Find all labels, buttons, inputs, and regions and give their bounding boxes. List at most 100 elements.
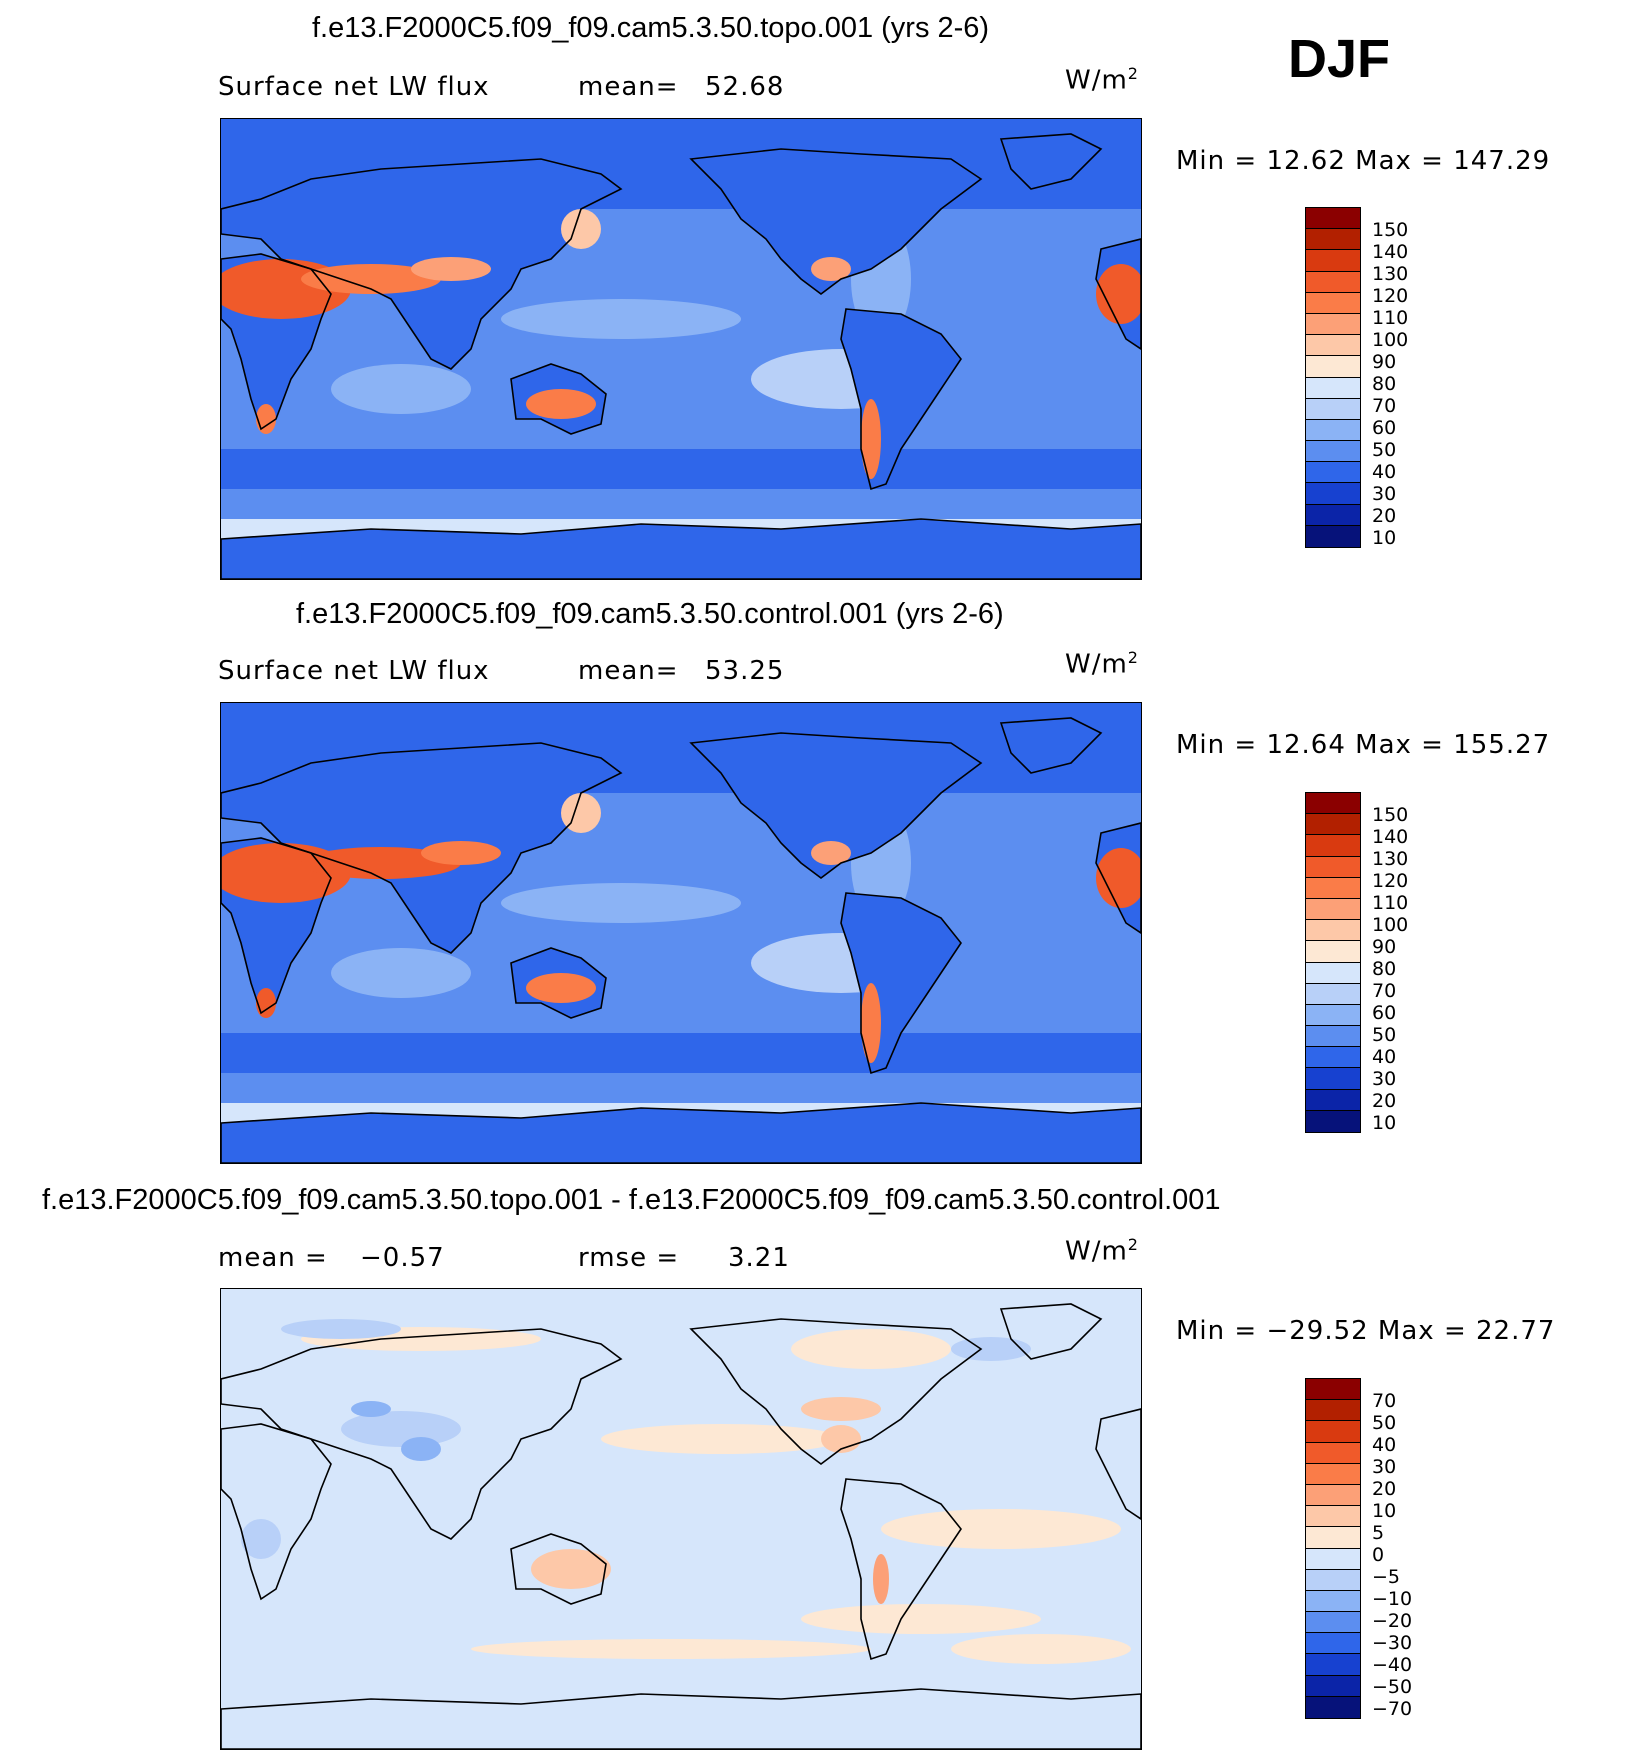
panel1-variable-label: Surface net LW flux xyxy=(218,72,490,102)
panel2-colorbar-box xyxy=(1306,877,1360,899)
panel1-colorbar-box xyxy=(1306,208,1360,230)
panel1-colorbar-box xyxy=(1306,483,1360,505)
panel2-level-label: 50 xyxy=(1372,1024,1397,1046)
panel2-range-text: Min = 12.64 Max = 155.27 xyxy=(1176,730,1551,760)
panel2-level-label: 10 xyxy=(1372,1112,1397,1134)
panel3-colorbar-box xyxy=(1306,1654,1360,1676)
panel1-level-label: 50 xyxy=(1372,439,1397,461)
panel3-title: f.e13.F2000C5.f09_f09.cam5.3.50.topo.001… xyxy=(42,1184,1221,1216)
panel1-map-svg xyxy=(221,119,1141,579)
panel3-level-label: −5 xyxy=(1372,1566,1401,1588)
panel1-colorbar-box xyxy=(1306,525,1360,547)
panel1-colorbar-box xyxy=(1306,229,1360,251)
panel2-colorbar-box xyxy=(1306,1068,1360,1090)
panel2-colorbar-box xyxy=(1306,920,1360,942)
panel2-level-label: 70 xyxy=(1372,980,1397,1002)
panel1-colorbar-box xyxy=(1306,271,1360,293)
panel3-level-label: −50 xyxy=(1372,1676,1413,1698)
panel3-colorbar-box xyxy=(1306,1569,1360,1591)
panel2-colorbar-box xyxy=(1306,793,1360,815)
panel3-colorbar-box xyxy=(1306,1675,1360,1697)
panel3-mean-label: mean = xyxy=(218,1243,328,1273)
panel3-level-label: −20 xyxy=(1372,1610,1413,1632)
panel2-mean-label: mean= xyxy=(578,656,679,686)
panel1-level-label: 70 xyxy=(1372,395,1397,417)
panel3-map-svg xyxy=(221,1289,1141,1749)
panel3-colorbar-box xyxy=(1306,1400,1360,1422)
panel3-level-label: 0 xyxy=(1372,1544,1385,1566)
panel1-level-label: 40 xyxy=(1372,461,1397,483)
panel3-level-label: 5 xyxy=(1372,1522,1385,1544)
panel1-colorbar-box xyxy=(1306,462,1360,484)
panel3-level-label: 70 xyxy=(1372,1390,1397,1412)
panel2-level-label: 150 xyxy=(1372,804,1409,826)
panel2-colorbar-box xyxy=(1306,1089,1360,1111)
panel2-colorbar-box xyxy=(1306,835,1360,857)
panel2-level-label: 20 xyxy=(1372,1090,1397,1112)
panel2-level-label: 130 xyxy=(1372,848,1409,870)
panel2-colorbar-box xyxy=(1306,1110,1360,1132)
panel3-colorbar-box xyxy=(1306,1442,1360,1464)
panel1-colorbar-box xyxy=(1306,292,1360,314)
panel2-variable-label: Surface net LW flux xyxy=(218,656,490,686)
panel2-colorbar-box xyxy=(1306,1004,1360,1027)
panel1-colorbar-box xyxy=(1306,377,1360,399)
panel1-colorbar xyxy=(1305,207,1361,548)
panel3-range-text: Min = −29.52 Max = 22.77 xyxy=(1176,1316,1556,1346)
panel1-colorbar-box xyxy=(1306,504,1360,526)
panel2-level-label: 80 xyxy=(1372,958,1397,980)
panel3-level-label: 50 xyxy=(1372,1412,1397,1434)
panel2-colorbar xyxy=(1305,792,1361,1133)
panel3-colorbar xyxy=(1305,1378,1361,1719)
panel3-colorbar-box xyxy=(1306,1421,1360,1443)
panel3-colorbar-box xyxy=(1306,1527,1360,1549)
panel1-colorbar-box xyxy=(1306,335,1360,357)
panel1-level-label: 140 xyxy=(1372,241,1409,263)
panel2-map xyxy=(220,702,1142,1164)
panel1-level-label: 20 xyxy=(1372,505,1397,527)
panel3-level-label: 40 xyxy=(1372,1434,1397,1456)
panel1-level-label: 150 xyxy=(1372,219,1409,241)
panel1-colorbar-box xyxy=(1306,356,1360,378)
panel1-colorbar-box xyxy=(1306,419,1360,442)
panel3-level-label: 10 xyxy=(1372,1500,1397,1522)
panel1-title: f.e13.F2000C5.f09_f09.cam5.3.50.topo.001… xyxy=(312,12,990,44)
panel2-colorbar-box xyxy=(1306,983,1360,1005)
panel3-units: W/m2 xyxy=(1065,1235,1139,1267)
panel2-colorbar-box xyxy=(1306,856,1360,878)
panel2-mean-value: 53.25 xyxy=(705,656,785,686)
panel1-mean-value: 52.68 xyxy=(705,72,785,102)
panel1-level-label: 90 xyxy=(1372,351,1397,373)
panel2-level-label: 140 xyxy=(1372,826,1409,848)
panel2-colorbar-box xyxy=(1306,962,1360,984)
panel2-colorbar-box xyxy=(1306,941,1360,963)
panel3-colorbar-box xyxy=(1306,1506,1360,1528)
panel2-level-label: 30 xyxy=(1372,1068,1397,1090)
panel1-level-label: 60 xyxy=(1372,417,1397,439)
panel3-level-label: −70 xyxy=(1372,1698,1413,1720)
panel2-level-label: 120 xyxy=(1372,870,1409,892)
panel2-level-label: 100 xyxy=(1372,914,1409,936)
panel1-level-label: 130 xyxy=(1372,263,1409,285)
panel1-range-text: Min = 12.62 Max = 147.29 xyxy=(1176,146,1551,176)
panel1-level-label: 100 xyxy=(1372,329,1409,351)
panel2-title: f.e13.F2000C5.f09_f09.cam5.3.50.control.… xyxy=(296,598,1004,630)
panel2-colorbar-box xyxy=(1306,1047,1360,1069)
panel3-level-label: −40 xyxy=(1372,1654,1413,1676)
panel1-colorbar-box xyxy=(1306,398,1360,420)
panel3-level-label: 30 xyxy=(1372,1456,1397,1478)
panel2-level-label: 110 xyxy=(1372,892,1409,914)
panel1-colorbar-box xyxy=(1306,313,1360,336)
panel1-level-label: 80 xyxy=(1372,373,1397,395)
panel2-units: W/m2 xyxy=(1065,648,1139,680)
panel3-colorbar-box xyxy=(1306,1548,1360,1570)
panel2-colorbar-box xyxy=(1306,1026,1360,1048)
panel1-mean-label: mean= xyxy=(578,72,679,102)
panel1-map xyxy=(220,118,1142,580)
panel3-rmse-value: 3.21 xyxy=(728,1243,790,1273)
panel3-colorbar-box xyxy=(1306,1590,1360,1613)
season-label: DJF xyxy=(1288,29,1391,89)
panel1-level-label: 110 xyxy=(1372,307,1409,329)
panel3-level-label: −10 xyxy=(1372,1588,1413,1610)
panel3-colorbar-box xyxy=(1306,1612,1360,1634)
